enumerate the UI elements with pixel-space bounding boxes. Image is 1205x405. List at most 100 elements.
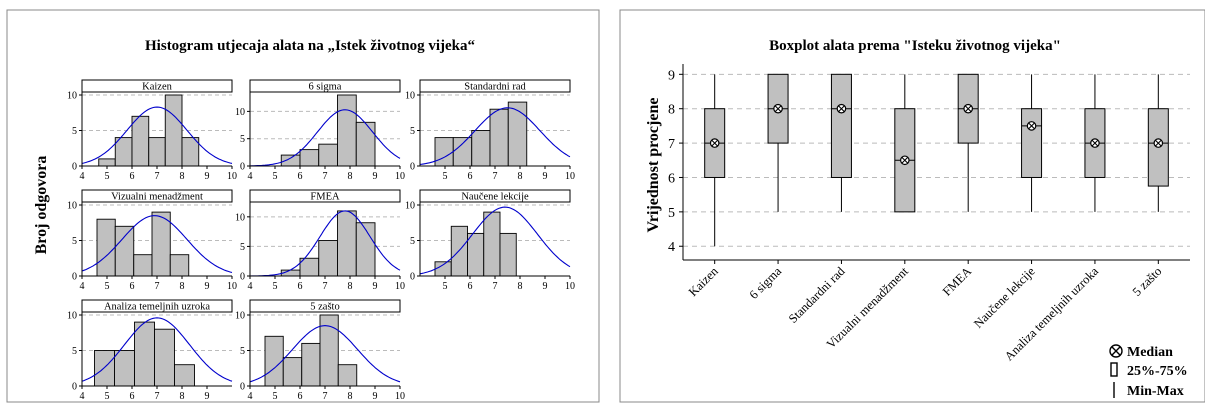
panel-header <box>81 79 233 93</box>
y-tick-label: 6 <box>668 171 675 186</box>
x-tick-label: 7 <box>323 171 328 182</box>
panel-title: 5 zašto <box>310 302 339 313</box>
x-tick-label: 9 <box>543 171 548 182</box>
histogram-bar <box>282 357 303 387</box>
y-tick-label: 10 <box>405 201 415 212</box>
median-marker-cross <box>838 105 845 113</box>
panel-header <box>249 189 401 203</box>
x-tick-label: 6 <box>130 281 135 292</box>
histogram-bar <box>114 350 135 387</box>
histogram-bar <box>507 101 528 167</box>
x-tick-label: 4 <box>80 171 85 182</box>
histogram-bar <box>98 158 116 167</box>
x-tick-label: 7 <box>323 391 328 402</box>
histogram-bar <box>299 149 320 167</box>
boxplot-title: Boxplot alata prema "Isteku životnog vij… <box>769 38 1061 54</box>
x-tick-label: 9 <box>205 171 210 182</box>
histogram-bar <box>131 115 150 167</box>
histogram-panel: 6 sigma 0 5 10 4 5 6 7 8 9 10 <box>235 79 405 182</box>
normal-curve <box>81 106 233 164</box>
histogram-panel: Naučene lekcije 0 5 10 5 6 7 8 9 10 <box>405 189 575 292</box>
x-tick-label: 10 <box>395 391 405 402</box>
y-tick-label: 5 <box>410 126 415 137</box>
legend-median-icon <box>1109 344 1123 358</box>
legend-range-label: Min-Max <box>1127 384 1184 399</box>
x-tick-label: 5 <box>105 391 110 402</box>
panel-header <box>81 189 233 203</box>
panel-title: Vizualni menadžment <box>111 192 203 203</box>
iqr-box <box>1021 108 1043 178</box>
histogram-bar <box>467 232 485 277</box>
x-tick-label: 8 <box>180 171 185 182</box>
histogram-y-axis-label: Broj odgovora <box>33 156 50 255</box>
histogram-panel: Kaizen 0 5 10 4 5 6 7 8 9 10 <box>67 79 237 182</box>
normal-curve <box>81 215 233 274</box>
normal-curve <box>419 206 571 275</box>
median-marker-cross <box>774 105 782 113</box>
x-tick-label: 7 <box>155 391 160 402</box>
y-tick-label: 5 <box>240 242 245 253</box>
y-tick-label: 0 <box>72 382 77 393</box>
y-tick-label: 8 <box>668 103 675 118</box>
y-tick-label: 10 <box>235 212 245 223</box>
histogram-bar <box>450 225 468 277</box>
x-tick-label: 5 <box>273 171 278 182</box>
histogram-bar <box>434 261 452 277</box>
x-tick-label: 4 <box>80 281 85 292</box>
histogram-bar <box>133 254 153 277</box>
x-tick-label: 10 <box>565 171 575 182</box>
x-tick-label: 8 <box>518 171 523 182</box>
histogram-bar <box>164 94 183 167</box>
histogram-bar <box>148 137 166 167</box>
histogram-panel: FMEA 0 5 10 4 5 6 7 8 9 10 <box>235 189 405 292</box>
x-tick-label: 7 <box>493 171 498 182</box>
x-tick-label: 7 <box>155 281 160 292</box>
x-tick-label: 10 <box>395 171 405 182</box>
panel-header <box>81 299 233 313</box>
y-tick-label: 4 <box>668 240 675 255</box>
x-tick-label: 9 <box>205 391 210 402</box>
histogram-bar <box>114 137 133 167</box>
x-tick-label: 9 <box>373 281 378 292</box>
boxplot-legend: Median 25%-75% Min-Max <box>1109 344 1188 399</box>
y-tick-label: 10 <box>67 311 77 322</box>
panel-header <box>419 79 571 93</box>
histogram-bar <box>355 222 376 277</box>
histogram-bar <box>471 130 491 167</box>
histogram-bar <box>318 143 338 167</box>
x-tick-label: 6 <box>298 391 303 402</box>
histogram-panel: 5 zašto 0 5 10 4 5 6 7 8 9 10 <box>235 299 405 402</box>
x-tick-label: 6 <box>130 391 135 402</box>
y-tick-label: 10 <box>235 311 245 322</box>
y-tick-label: 5 <box>240 134 245 145</box>
x-tick-label: 10 <box>395 281 405 292</box>
legend-median-label: Median <box>1127 345 1173 360</box>
panel-title: FMEA <box>310 192 340 203</box>
histogram-bar <box>318 240 338 277</box>
y-tick-label: 7 <box>668 137 675 152</box>
x-tick-label: 8 <box>180 391 185 402</box>
median-marker-cross <box>901 156 909 164</box>
x-tick-label: 8 <box>348 281 353 292</box>
y-tick-label: 0 <box>72 272 77 283</box>
y-tick-label: 0 <box>72 162 77 173</box>
histogram-bar <box>337 94 357 167</box>
panel-title: Analiza temeljnih uzroka <box>104 302 210 313</box>
y-tick-label: 10 <box>405 91 415 102</box>
y-tick-label: 5 <box>72 236 77 247</box>
normal-curve <box>419 107 571 165</box>
y-tick-label: 5 <box>72 346 77 357</box>
y-tick-label: 5 <box>410 236 415 247</box>
normal-curve <box>249 109 401 167</box>
histogram-bar <box>483 211 501 277</box>
histogram-bar <box>452 137 473 167</box>
panel-title: Naučene lekcije <box>461 192 529 203</box>
y-tick-label: 5 <box>240 346 245 357</box>
histogram-bar <box>96 218 116 277</box>
iqr-box <box>830 73 852 178</box>
x-tick-label: 4 <box>248 281 253 292</box>
histogram-bar <box>337 210 357 277</box>
x-tick-label: 8 <box>518 281 523 292</box>
panel-header <box>419 189 571 203</box>
x-tick-label: 4 <box>80 391 85 402</box>
